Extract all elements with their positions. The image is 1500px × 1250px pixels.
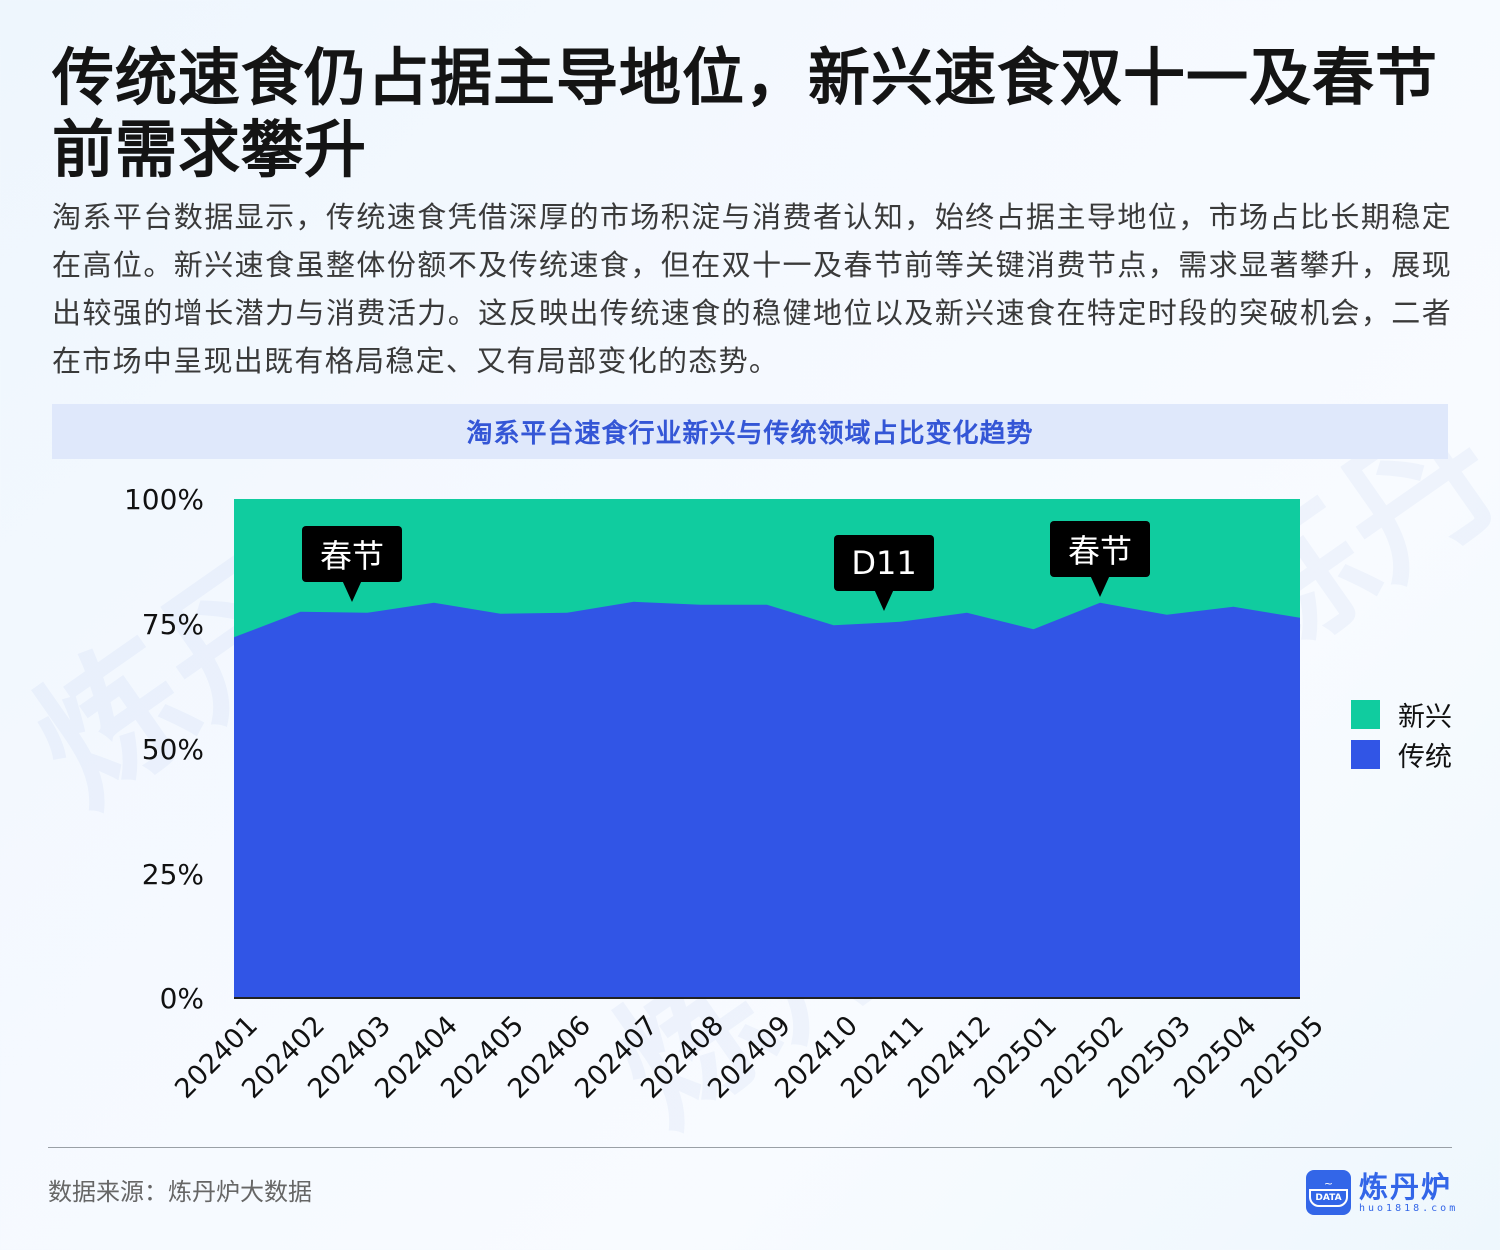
y-tick: 100% bbox=[123, 483, 204, 516]
y-tick: 0% bbox=[159, 982, 204, 1015]
legend-swatch bbox=[1351, 699, 1380, 729]
chart-title: 淘系平台速食行业新兴与传统领域占比变化趋势 bbox=[466, 419, 1034, 449]
traditional-area bbox=[234, 601, 1300, 998]
callout-spring-festival: 春节 bbox=[1050, 521, 1150, 597]
logo-name: 炼丹炉 bbox=[1359, 1170, 1453, 1204]
callout-spring-festival: 春节 bbox=[302, 526, 402, 602]
legend-item-emerging[interactable]: 新兴 bbox=[1351, 694, 1452, 734]
callout-double-11: D11 bbox=[834, 535, 934, 611]
data-source: 数据来源：炼丹炉大数据 bbox=[48, 1178, 312, 1206]
brand-logo[interactable]: ~ DATA 炼丹炉 huo1818.com bbox=[1306, 1170, 1458, 1215]
footer-divider bbox=[48, 1147, 1452, 1148]
legend-swatch bbox=[1351, 739, 1380, 769]
logo-url: huo1818.com bbox=[1359, 1203, 1459, 1214]
cauldron-icon: ~ DATA bbox=[1306, 1170, 1351, 1215]
y-tick: 25% bbox=[141, 858, 204, 891]
legend: 新兴 传统 bbox=[1351, 694, 1452, 774]
description: 淘系平台数据显示，传统速食凭借深厚的市场积淀与消费者认知，始终占据主导地位，市场… bbox=[52, 200, 1452, 378]
y-tick: 75% bbox=[141, 608, 204, 641]
y-tick: 50% bbox=[141, 733, 204, 766]
page-title: 传统速食仍占据主导地位，新兴速食双十一及春节前需求攀升 bbox=[52, 41, 1439, 186]
legend-item-traditional[interactable]: 传统 bbox=[1351, 734, 1452, 774]
chart-title-bar: 淘系平台速食行业新兴与传统领域占比变化趋势 bbox=[52, 404, 1448, 459]
